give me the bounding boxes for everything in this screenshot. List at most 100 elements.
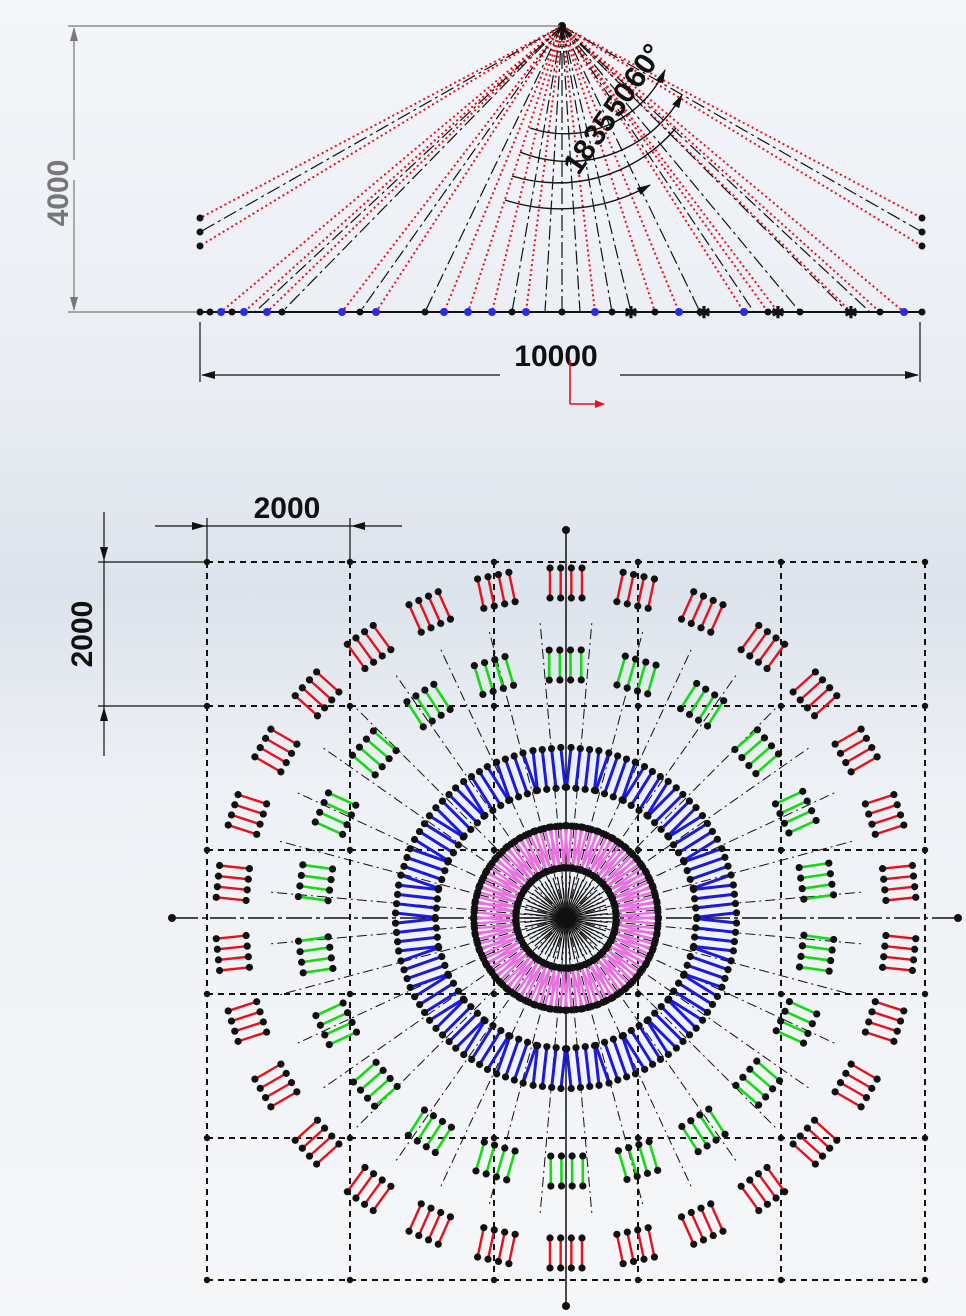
collector-bar (874, 823, 905, 836)
collector-node (720, 697, 728, 705)
collector-node (298, 958, 306, 966)
collector-node (592, 787, 600, 795)
ray-red (220, 25, 563, 313)
collector-node (347, 811, 355, 819)
collector-bar (416, 1115, 435, 1142)
collector-node (349, 1078, 358, 1086)
collector-bar (417, 599, 433, 629)
core-ray (531, 892, 567, 919)
collector-node (505, 1260, 513, 1268)
core-ray (525, 917, 567, 932)
collector-bar (327, 791, 357, 807)
collector-bar (531, 1045, 540, 1086)
collector-bar (802, 944, 833, 952)
collector-node (282, 1069, 290, 1077)
collector-node (320, 798, 328, 807)
core-ray (527, 900, 567, 919)
collector-node (444, 970, 452, 978)
collector-node (796, 696, 804, 704)
collector-node (581, 785, 589, 793)
collector-bar (559, 967, 566, 1010)
collector-node (727, 957, 735, 965)
collector-node (576, 1083, 585, 1092)
collector-node (789, 1140, 797, 1148)
ground-dot (196, 308, 204, 316)
grid-node (346, 1134, 354, 1142)
red-collector (861, 791, 908, 838)
collector-node (557, 1152, 566, 1160)
collector-bar (868, 803, 898, 816)
collector-node (635, 1141, 643, 1149)
collector-node (781, 1007, 789, 1015)
core-ray (565, 917, 588, 955)
collector-node (829, 891, 838, 899)
collector-node (709, 596, 717, 605)
collector-node (676, 705, 685, 713)
collector-node (415, 596, 423, 605)
collector-node (622, 755, 631, 763)
ground-dot (696, 308, 704, 316)
collector-node (746, 652, 754, 660)
collector-node (881, 886, 889, 894)
core-ray (565, 917, 608, 923)
collector-node (811, 668, 819, 676)
origin-triad (569, 360, 605, 408)
collector-node (256, 1084, 264, 1092)
collector-node (557, 1264, 565, 1272)
collector-node (847, 768, 855, 776)
collector-node (674, 849, 683, 857)
collector-node (648, 1060, 657, 1068)
collector-bar (695, 902, 736, 910)
collector-node (298, 684, 306, 692)
collector-bar (780, 1019, 809, 1035)
collector-bar (748, 1179, 769, 1205)
ray-black (561, 25, 613, 313)
collector-bar (354, 1173, 375, 1199)
grid-node (490, 702, 498, 710)
collector-bar (587, 837, 615, 874)
red-collector (861, 998, 908, 1045)
collector-bar (519, 837, 540, 877)
collector-bar (434, 806, 466, 838)
angle-labels: 18 35 50 60° (557, 38, 670, 180)
ray-red (525, 25, 563, 313)
collector-node (721, 853, 729, 861)
core-ray (540, 883, 567, 919)
collector-bar (647, 1018, 678, 1050)
collector-node (212, 893, 220, 901)
width-dim-label: 10000 (514, 340, 597, 373)
collector-node (868, 820, 876, 828)
collector-node (568, 1152, 576, 1160)
blue-collector (391, 915, 442, 955)
collector-bar (372, 624, 392, 651)
collector-node (305, 1152, 314, 1160)
core-ray (552, 917, 567, 959)
collector-node (557, 1234, 565, 1242)
collector-bar (319, 1011, 349, 1027)
collector-bar (474, 923, 517, 930)
collector-node (633, 1172, 641, 1181)
collector-bar (497, 1231, 506, 1262)
collector-node (650, 819, 659, 827)
collector-node (561, 1045, 570, 1053)
collector-node (803, 704, 811, 712)
collector-node (642, 658, 650, 666)
collector-bar (636, 576, 646, 607)
collector-node (808, 1020, 816, 1028)
collector-node (798, 942, 807, 950)
blue-collector (665, 971, 722, 1024)
red-collector (343, 1163, 395, 1215)
core-ray (556, 876, 567, 919)
collector-node (400, 966, 408, 974)
collector-bar (315, 671, 340, 693)
collector-node (242, 896, 250, 905)
collector-node (755, 1101, 763, 1109)
grid-node (490, 558, 498, 566)
collector-node (244, 875, 252, 883)
collector-bar (315, 1001, 344, 1017)
ground-dot-blue (464, 308, 472, 316)
collector-node (674, 979, 683, 987)
collector-node (567, 1084, 575, 1093)
collector-bar (666, 806, 698, 837)
collector-node (215, 966, 224, 975)
